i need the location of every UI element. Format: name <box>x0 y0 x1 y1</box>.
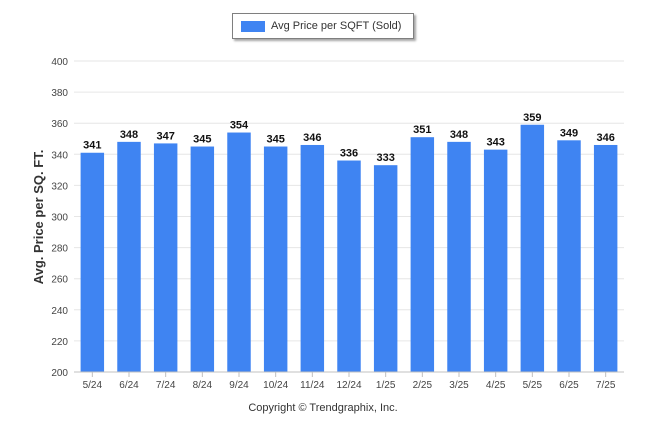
x-tick-label: 7/24 <box>156 380 176 391</box>
bar <box>337 160 361 372</box>
data-label: 348 <box>120 129 138 141</box>
x-tick-label: 8/24 <box>193 380 213 391</box>
data-label: 341 <box>83 140 101 152</box>
y-tick-label: 320 <box>51 181 68 192</box>
x-tick-label: 3/25 <box>449 380 469 391</box>
bar <box>593 144 618 372</box>
data-label: 351 <box>413 124 431 136</box>
x-tick-label: 10/24 <box>263 380 288 391</box>
y-tick-label: 400 <box>51 57 68 68</box>
data-label: 345 <box>193 134 211 146</box>
y-tick-label: 220 <box>51 337 68 348</box>
x-tick-label: 12/24 <box>336 380 361 391</box>
x-tick-label: 11/24 <box>300 380 325 391</box>
bar <box>373 165 398 372</box>
bar <box>447 141 471 372</box>
bar <box>483 149 508 372</box>
legend-label: Avg Price per SQFT (Sold) <box>271 20 402 32</box>
x-tick-label: 6/25 <box>559 380 579 391</box>
bar <box>190 146 215 372</box>
x-tick-label: 6/24 <box>119 380 139 391</box>
y-tick-label: 360 <box>51 119 68 130</box>
bar <box>117 141 141 372</box>
bar <box>80 152 105 372</box>
bar <box>300 144 325 372</box>
data-label: 336 <box>340 148 358 160</box>
bar <box>410 137 435 372</box>
y-tick-label: 280 <box>51 244 68 255</box>
data-label: 347 <box>156 130 174 142</box>
bar <box>153 143 178 372</box>
y-tick-label: 300 <box>51 213 68 224</box>
bars <box>80 124 618 372</box>
data-label: 333 <box>376 152 394 164</box>
x-tick-label: 2/25 <box>413 380 433 391</box>
bar <box>557 140 581 372</box>
bar <box>520 124 545 372</box>
data-label: 359 <box>523 112 541 124</box>
data-label: 346 <box>303 132 321 144</box>
y-tick-label: 240 <box>51 306 68 317</box>
y-tick-label: 200 <box>51 368 68 379</box>
x-tick-label: 1/25 <box>376 380 396 391</box>
data-labels: 341 348 347 345 354 345 346 336 333 351 348 343 359 3… <box>83 112 615 164</box>
legend-swatch <box>241 20 265 32</box>
data-label: 349 <box>560 127 578 139</box>
x-tick-label: 5/24 <box>83 380 103 391</box>
bar <box>263 146 288 372</box>
x-tick-label: 5/25 <box>523 380 543 391</box>
data-label: 348 <box>450 129 468 141</box>
x-tick-label: 9/24 <box>229 380 249 391</box>
y-tick-label: 340 <box>51 150 68 161</box>
legend: Avg Price per SQFT (Sold) <box>232 13 414 39</box>
bar <box>227 132 251 372</box>
y-tick-label: 380 <box>51 88 68 99</box>
x-tick-label: 7/25 <box>596 380 616 391</box>
data-label: 343 <box>486 137 504 149</box>
axes: 200 220 240 260 280 300 320 340 360 380 400 5/24 6/2… <box>51 57 624 391</box>
x-tick-label: 4/25 <box>486 380 506 391</box>
data-label: 354 <box>230 120 249 132</box>
y-tick-label: 260 <box>51 275 68 286</box>
data-label: 346 <box>596 132 614 144</box>
data-label: 345 <box>266 134 284 146</box>
y-axis-title: Avg. Price per SQ. FT. <box>31 150 46 285</box>
copyright-footer: Copyright © Trendgraphix, Inc. <box>248 402 398 414</box>
